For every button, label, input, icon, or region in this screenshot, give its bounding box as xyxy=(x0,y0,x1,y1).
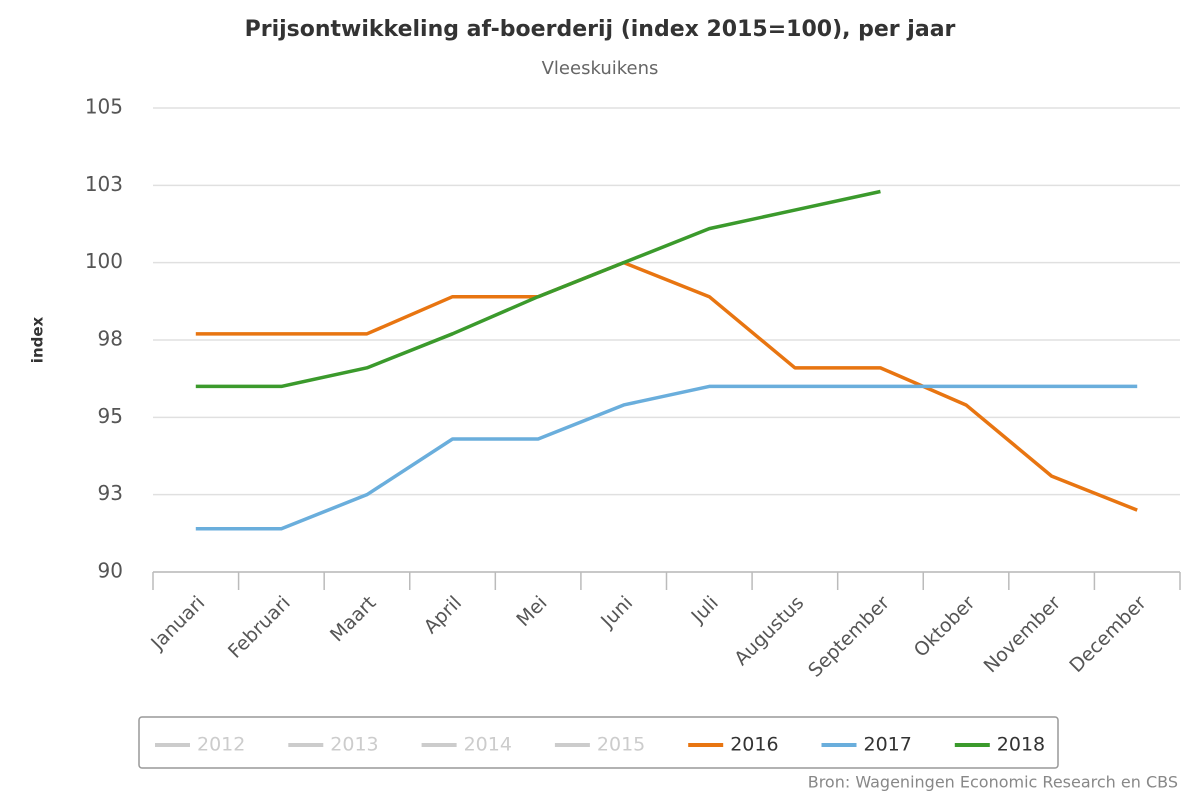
x-tick-label: September xyxy=(804,592,894,682)
legend-label[interactable]: 2012 xyxy=(197,734,245,756)
x-tick-label: Januari xyxy=(146,592,209,655)
x-tick-label: April xyxy=(420,592,466,638)
x-tick-label: November xyxy=(980,592,1066,678)
y-tick-label: 98 xyxy=(98,327,123,351)
x-tick-label: Mei xyxy=(512,592,551,631)
x-tick-label: Augustus xyxy=(730,592,808,670)
y-tick-label: 93 xyxy=(98,481,123,505)
x-tick-label: Oktober xyxy=(910,592,980,662)
x-tick-label: Juni xyxy=(596,592,637,633)
series-line xyxy=(195,189,881,389)
legend-box xyxy=(138,716,1059,769)
x-tick-label: Juli xyxy=(687,592,723,628)
series-line xyxy=(195,384,1138,531)
series-line xyxy=(195,260,1138,512)
y-tick-label: 100 xyxy=(85,249,123,273)
chart-title: Prijsontwikkeling af-boerderij (index 20… xyxy=(245,17,956,42)
y-tick-label: 105 xyxy=(85,95,123,119)
legend-label[interactable]: 2017 xyxy=(864,734,912,756)
legend-label[interactable]: 2013 xyxy=(330,734,378,756)
y-tick-label: 103 xyxy=(85,172,123,196)
source: Bron: Wageningen Economic Research en CB… xyxy=(808,773,1178,792)
legend-label[interactable]: 2014 xyxy=(464,734,512,756)
y-axis-label: index xyxy=(29,316,47,363)
chart-subtitle: Vleeskuikens xyxy=(542,58,659,79)
x-tick-label: December xyxy=(1065,592,1150,677)
y-tick-label: 90 xyxy=(98,559,123,583)
legend-label[interactable]: 2016 xyxy=(730,734,778,756)
x-tick-label: Februari xyxy=(224,592,295,663)
x-tick-label: Maart xyxy=(326,592,380,646)
legend-label[interactable]: 2015 xyxy=(597,734,645,756)
legend-label[interactable]: 2018 xyxy=(997,734,1045,756)
y-tick-label: 95 xyxy=(98,404,123,428)
